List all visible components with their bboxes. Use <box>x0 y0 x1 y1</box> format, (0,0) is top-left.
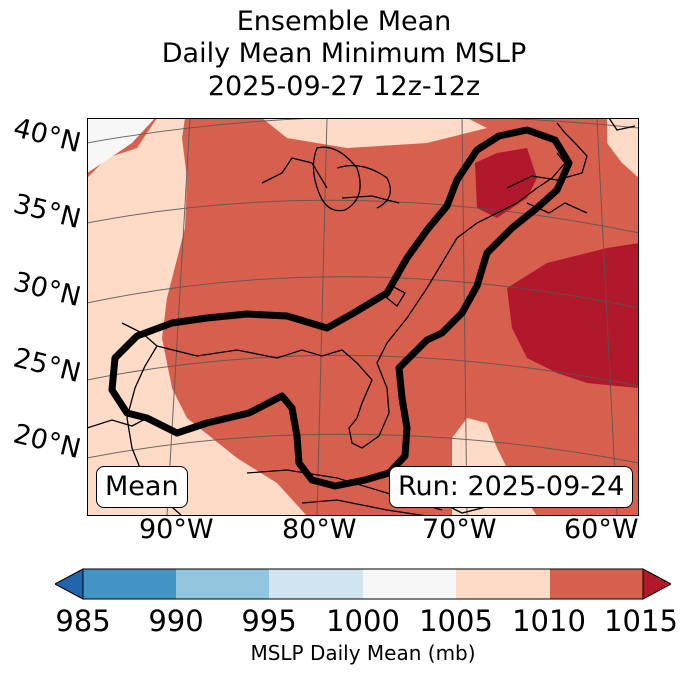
lat-label-35: 35°N <box>10 188 84 236</box>
coastlines <box>87 118 636 516</box>
colorbar-extend-low <box>55 568 84 600</box>
colorbar-tick-990: 990 <box>148 604 204 638</box>
colorbar-bin-1005-1010 <box>456 569 550 599</box>
colorbar-bin-985-990 <box>83 569 176 599</box>
colorbar-tick-1010: 1010 <box>512 604 586 638</box>
lat-label-40: 40°N <box>10 112 84 160</box>
lat-label-30: 30°N <box>10 266 84 314</box>
colorbar <box>55 568 671 600</box>
field-1005-corner <box>607 118 639 178</box>
map-panel <box>87 118 639 516</box>
lon-label-90: 90°W <box>139 514 214 545</box>
colorbar-bin-1000-1005 <box>363 569 456 599</box>
title-line-1: Ensemble Mean <box>236 6 452 37</box>
field-1005-ne <box>262 118 487 148</box>
lon-label-80: 80°W <box>282 514 357 545</box>
lon-label-70: 70°W <box>422 514 497 545</box>
mean-label-box: Mean <box>96 466 188 508</box>
lat-label-25: 25°N <box>10 342 84 390</box>
colorbar-extend-high <box>642 568 671 600</box>
colorbar-tick-985: 985 <box>55 604 111 638</box>
lon-label-60: 60°W <box>564 514 639 545</box>
field-1015-atlantic <box>507 243 639 388</box>
title-line-2: Daily Mean Minimum MSLP <box>161 38 527 69</box>
colorbar-bin-995-1000 <box>269 569 363 599</box>
run-label-box: Run: 2025-09-24 <box>389 466 634 508</box>
lat-label-20: 20°N <box>10 418 84 466</box>
field-1000 <box>87 118 155 173</box>
colorbar-tick-1015: 1015 <box>604 604 678 638</box>
title-line-3: 2025-09-27 12z-12z <box>207 71 481 102</box>
colorbar-tick-995: 995 <box>241 604 297 638</box>
colorbar-tick-1000: 1000 <box>326 604 400 638</box>
colorbar-bin-1010-1015 <box>550 569 643 599</box>
colorbar-tick-1005: 1005 <box>419 604 493 638</box>
colorbar-label: MSLP Daily Mean (mb) <box>250 641 476 665</box>
colorbar-bin-990-995 <box>176 569 269 599</box>
field-1015-ne <box>475 148 537 218</box>
